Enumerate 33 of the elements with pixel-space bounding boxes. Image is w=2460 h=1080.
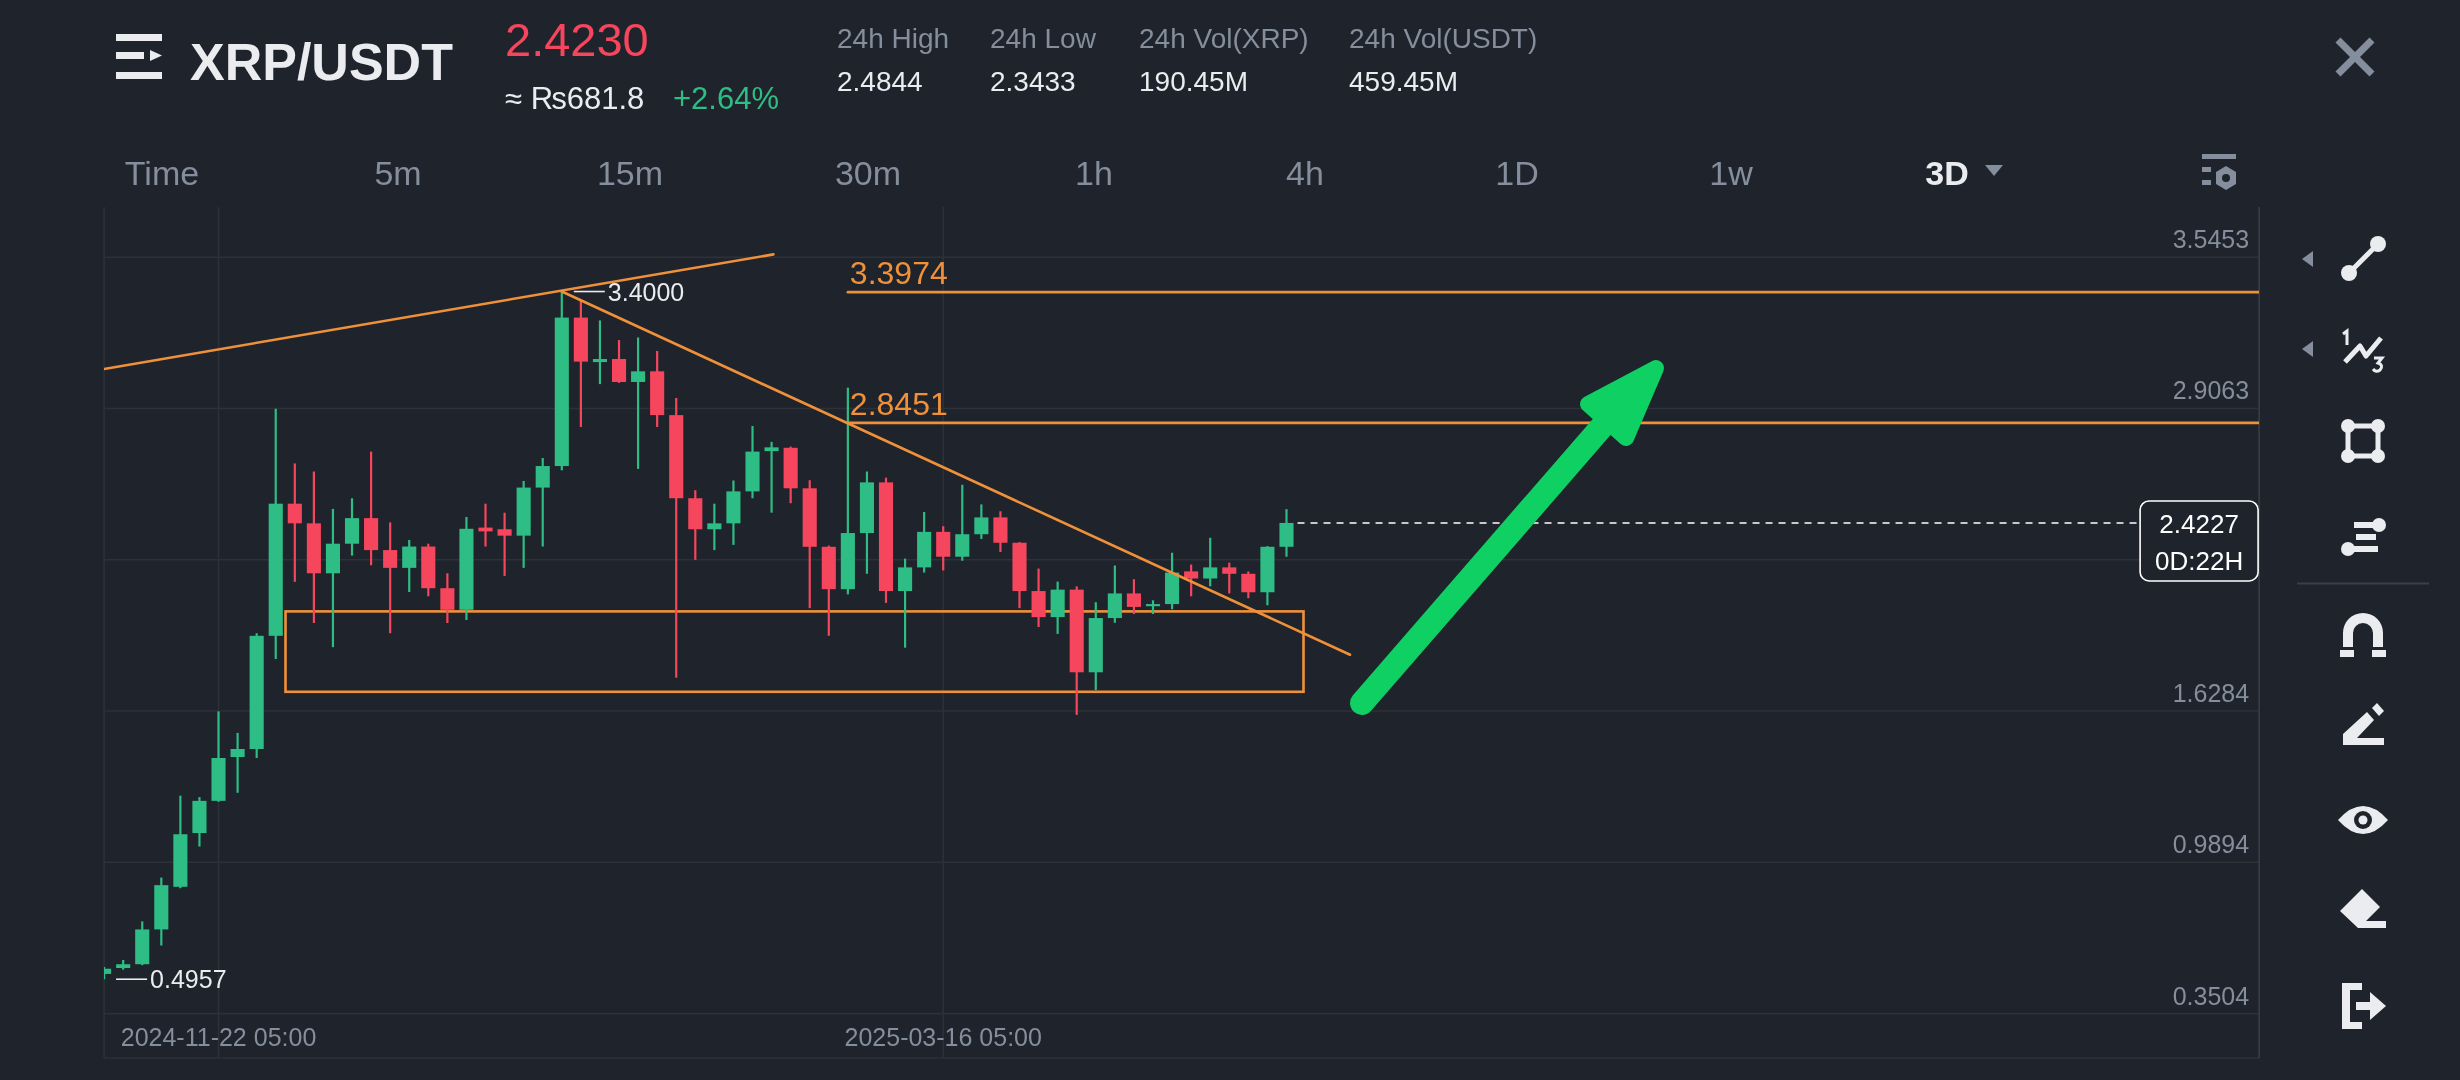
series-label: 3.3974 xyxy=(849,255,948,292)
text: 5m xyxy=(374,154,422,192)
text: +2.64% xyxy=(673,81,780,116)
text: ≈ ₨681.8 xyxy=(505,81,645,116)
text: 24h Vol(USDT) xyxy=(1349,23,1538,54)
y-tick-label: 0.9894 xyxy=(2172,830,2250,859)
text: 2.4844 xyxy=(837,66,923,97)
text: 24h Vol(XRP) xyxy=(1139,23,1309,54)
series-label: 2.8451 xyxy=(849,385,948,422)
text: 4h xyxy=(1286,154,1324,192)
y-tick-label: 1.6284 xyxy=(2172,679,2250,708)
text: 30m xyxy=(834,154,902,192)
text: 190.45M xyxy=(1139,66,1248,97)
annotation: 0.4957 xyxy=(150,965,227,994)
text: 24h High xyxy=(837,23,950,54)
text: 15m xyxy=(596,154,664,192)
y-tick-label: 0.3504 xyxy=(2172,981,2250,1010)
text: 2.3433 xyxy=(990,66,1076,97)
text: Time xyxy=(124,154,200,192)
text: 1D xyxy=(1495,154,1539,192)
y-tick-label: 2.9063 xyxy=(2172,376,2250,405)
x-tick-label: 2025-03-16 05:00 xyxy=(844,1023,1042,1051)
text: 3D xyxy=(1925,154,1969,192)
x-tick-label: 2024-11-22 05:00 xyxy=(120,1023,317,1051)
chart-subtitle: 2.4230 xyxy=(505,13,649,66)
ref-line-label: 2.4227 0D:22H xyxy=(2155,508,2244,576)
text: 1h xyxy=(1075,154,1113,192)
chart-title: XRP/USDT xyxy=(190,33,454,91)
text: 1w xyxy=(1709,154,1754,192)
annotation: 3.4000 xyxy=(607,277,685,306)
y-tick-label: 3.5453 xyxy=(2172,225,2250,254)
text: 24h Low xyxy=(990,23,1097,54)
text: 459.45M xyxy=(1349,66,1458,97)
